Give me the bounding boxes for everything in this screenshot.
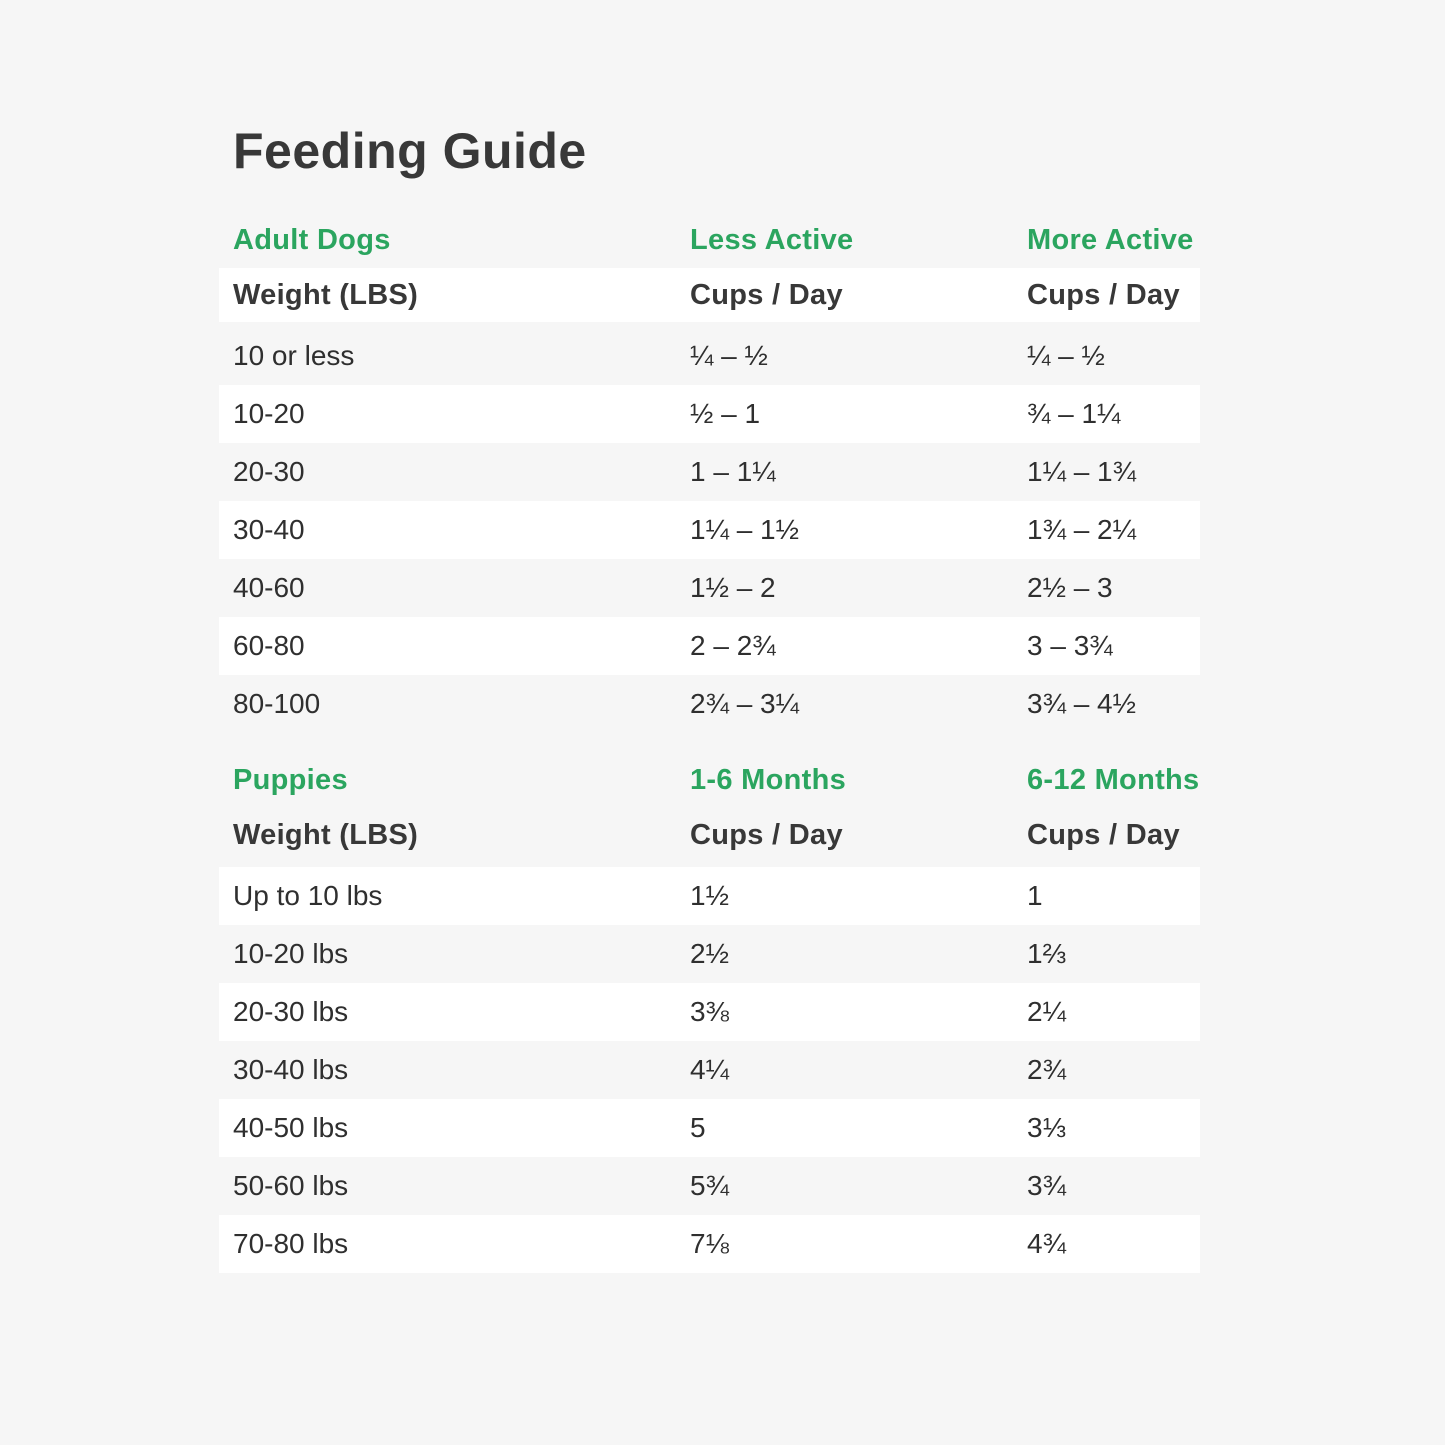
cups-per-day-header: Cups / Day bbox=[690, 818, 843, 851]
table-row: Up to 10 lbs 1½ 1 bbox=[219, 867, 1200, 925]
weight-cell: 30-40 lbs bbox=[233, 1054, 349, 1085]
weight-cell: 10-20 bbox=[233, 398, 305, 429]
puppies-section-label: Puppies bbox=[233, 763, 348, 796]
weight-column-header: Weight (LBS) bbox=[233, 278, 419, 311]
weight-cell: 80-100 bbox=[233, 688, 321, 719]
less-active-cell: ¼ – ½ bbox=[690, 340, 768, 371]
more-active-cell: 3 – 3¾ bbox=[1027, 630, 1113, 661]
less-active-cell: 2¾ – 3¼ bbox=[690, 688, 799, 719]
weight-cell: 30-40 bbox=[233, 514, 305, 545]
months-6-12-cell: 2¾ bbox=[1027, 1054, 1066, 1085]
less-active-cell: 1¼ – 1½ bbox=[690, 514, 799, 545]
more-active-cell: 1¼ – 1¾ bbox=[1027, 456, 1136, 487]
table-row: 50-60 lbs 5¾ 3¾ bbox=[219, 1157, 1200, 1215]
months-6-12-cell: 3¾ bbox=[1027, 1170, 1066, 1201]
more-active-cell: 1¾ – 2¼ bbox=[1027, 514, 1136, 545]
table-row: 10 or less ¼ – ½ ¼ – ½ bbox=[219, 327, 1200, 385]
weight-cell: 40-60 bbox=[233, 572, 305, 603]
months-6-12-cell: 3⅓ bbox=[1027, 1112, 1066, 1143]
weight-cell: 60-80 bbox=[233, 630, 305, 661]
more-active-column-label: More Active bbox=[1027, 223, 1194, 256]
adult-subheader-row: Weight (LBS) Cups / Day Cups / Day bbox=[219, 268, 1200, 322]
table-row: 30-40 lbs 4¼ 2¾ bbox=[219, 1041, 1200, 1099]
table-row: 40-60 1½ – 2 2½ – 3 bbox=[219, 559, 1200, 617]
months-6-12-cell: 2¼ bbox=[1027, 996, 1066, 1027]
table-row: 60-80 2 – 2¾ 3 – 3¾ bbox=[219, 617, 1200, 675]
less-active-cell: 1½ – 2 bbox=[690, 572, 776, 603]
weight-cell: 50-60 lbs bbox=[233, 1170, 349, 1201]
weight-cell: 70-80 lbs bbox=[233, 1228, 349, 1259]
puppies-section-header: Puppies 1-6 Months 6-12 Months bbox=[219, 755, 1200, 805]
months-1-6-cell: 5¾ bbox=[690, 1170, 729, 1201]
months-1-6-cell: 2½ bbox=[690, 938, 729, 969]
more-active-cell: ¾ – 1¼ bbox=[1027, 398, 1121, 429]
cups-per-day-header: Cups / Day bbox=[1027, 278, 1180, 311]
weight-cell: 10-20 lbs bbox=[233, 938, 349, 969]
months-1-6-cell: 7⅛ bbox=[690, 1228, 729, 1259]
cups-per-day-header: Cups / Day bbox=[690, 278, 843, 311]
adult-section-label: Adult Dogs bbox=[233, 223, 391, 256]
months-1-6-cell: 1½ bbox=[690, 880, 729, 911]
weight-cell: Up to 10 lbs bbox=[233, 880, 383, 911]
weight-column-header: Weight (LBS) bbox=[233, 818, 419, 851]
less-active-cell: ½ – 1 bbox=[690, 398, 761, 429]
table-row: 70-80 lbs 7⅛ 4¾ bbox=[219, 1215, 1200, 1273]
cups-per-day-header: Cups / Day bbox=[1027, 818, 1180, 851]
adult-dogs-table: Adult Dogs Less Active More Active Weigh… bbox=[219, 215, 1200, 733]
less-active-cell: 2 – 2¾ bbox=[690, 630, 776, 661]
table-row: 20-30 lbs 3⅜ 2¼ bbox=[219, 983, 1200, 1041]
months-6-12-cell: 1⅔ bbox=[1027, 938, 1066, 969]
months-6-12-column-label: 6-12 Months bbox=[1027, 763, 1200, 796]
table-row: 40-50 lbs 5 3⅓ bbox=[219, 1099, 1200, 1157]
months-6-12-cell: 4¾ bbox=[1027, 1228, 1066, 1259]
less-active-cell: 1 – 1¼ bbox=[690, 456, 776, 487]
table-row: 20-30 1 – 1¼ 1¼ – 1¾ bbox=[219, 443, 1200, 501]
adult-rows: 10 or less ¼ – ½ ¼ – ½ 10-20 ½ – 1 ¾ – 1… bbox=[219, 327, 1200, 733]
adult-section-header: Adult Dogs Less Active More Active bbox=[219, 215, 1200, 265]
table-row: 10-20 lbs 2½ 1⅔ bbox=[219, 925, 1200, 983]
table-row: 10-20 ½ – 1 ¾ – 1¼ bbox=[219, 385, 1200, 443]
more-active-cell: 3¾ – 4½ bbox=[1027, 688, 1136, 719]
puppies-table: Puppies 1-6 Months 6-12 Months Weight (L… bbox=[219, 755, 1200, 1273]
weight-cell: 20-30 lbs bbox=[233, 996, 349, 1027]
months-1-6-cell: 5 bbox=[690, 1112, 706, 1143]
weight-cell: 10 or less bbox=[233, 340, 355, 371]
months-1-6-column-label: 1-6 Months bbox=[690, 763, 847, 796]
puppies-rows: Up to 10 lbs 1½ 1 10-20 lbs 2½ 1⅔ 20-30 … bbox=[219, 867, 1200, 1273]
less-active-column-label: Less Active bbox=[690, 223, 854, 256]
months-6-12-cell: 1 bbox=[1027, 880, 1043, 911]
table-row: 80-100 2¾ – 3¼ 3¾ – 4½ bbox=[219, 675, 1200, 733]
table-row: 30-40 1¼ – 1½ 1¾ – 2¼ bbox=[219, 501, 1200, 559]
months-1-6-cell: 3⅜ bbox=[690, 996, 729, 1027]
puppies-subheader-row: Weight (LBS) Cups / Day Cups / Day bbox=[219, 808, 1200, 862]
months-1-6-cell: 4¼ bbox=[690, 1054, 729, 1085]
weight-cell: 40-50 lbs bbox=[233, 1112, 349, 1143]
weight-cell: 20-30 bbox=[233, 456, 305, 487]
more-active-cell: 2½ – 3 bbox=[1027, 572, 1113, 603]
page-title: Feeding Guide bbox=[233, 123, 587, 179]
more-active-cell: ¼ – ½ bbox=[1027, 340, 1105, 371]
